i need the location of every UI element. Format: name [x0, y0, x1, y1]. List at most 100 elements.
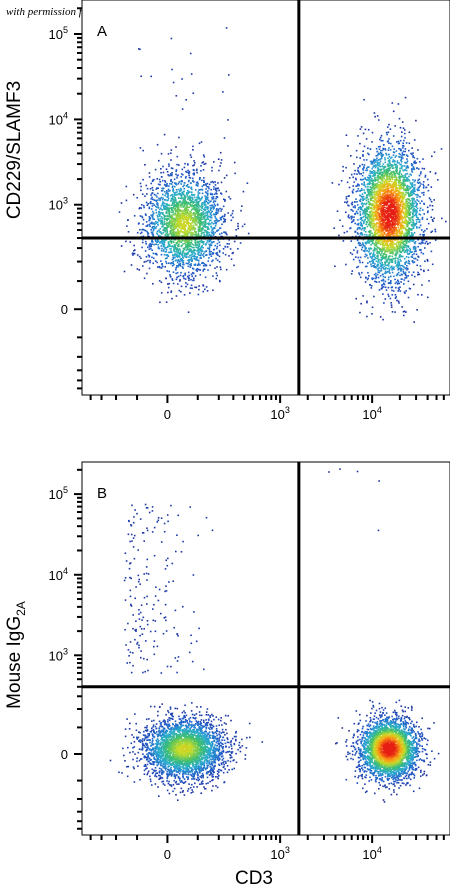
event-dot — [395, 176, 398, 179]
event-dot — [164, 230, 167, 232]
event-dot — [441, 217, 443, 220]
event-dot — [195, 218, 198, 220]
event-dot — [405, 198, 407, 201]
event-dot — [361, 174, 364, 177]
event-dot — [394, 259, 397, 262]
event-dot — [191, 208, 194, 210]
event-dot — [229, 248, 232, 250]
event-dot — [397, 280, 400, 283]
event-dot — [410, 183, 412, 185]
event-dot — [419, 207, 422, 210]
event-dot — [195, 169, 198, 172]
event-dot — [228, 74, 230, 76]
event-dot — [367, 190, 369, 193]
event-dot — [181, 218, 184, 221]
event-dot — [217, 187, 219, 189]
event-dot — [372, 181, 374, 184]
event-dot — [184, 211, 187, 214]
event-dot — [211, 260, 213, 263]
event-dot — [375, 185, 377, 188]
event-dot — [398, 117, 401, 120]
event-dot — [420, 183, 422, 185]
event-dot — [172, 241, 175, 244]
event-dot — [370, 203, 373, 205]
event-dot — [369, 234, 371, 237]
event-dot — [206, 233, 208, 236]
event-dot — [204, 215, 206, 218]
event-dot — [161, 242, 163, 245]
event-dot — [179, 262, 182, 265]
event-dot — [422, 187, 425, 189]
event-dot — [370, 230, 372, 232]
event-dot — [177, 174, 179, 176]
event-dot — [397, 140, 400, 143]
event-dot — [412, 166, 415, 168]
event-dot — [414, 241, 417, 243]
event-dot — [401, 231, 404, 234]
event-dot — [200, 229, 203, 232]
event-dot — [157, 216, 159, 218]
event-dot — [405, 207, 408, 210]
event-dot — [180, 206, 182, 208]
event-dot — [213, 241, 215, 243]
event-dot — [377, 240, 379, 243]
event-dot — [373, 204, 375, 207]
event-dot — [363, 227, 365, 229]
event-dot — [404, 226, 406, 229]
event-dot — [207, 260, 210, 262]
event-dot — [356, 201, 358, 203]
event-dot — [359, 210, 361, 213]
event-dot — [376, 161, 378, 163]
event-dot — [157, 192, 159, 195]
event-dot — [195, 220, 198, 223]
event-dot — [354, 201, 356, 203]
event-dot — [190, 284, 193, 287]
event-dot — [371, 210, 374, 213]
event-dot — [369, 188, 372, 191]
event-dot — [177, 205, 180, 207]
event-dot — [194, 216, 196, 219]
event-dot — [382, 144, 385, 146]
event-dot — [361, 195, 363, 198]
event-dot — [416, 167, 418, 170]
event-dot — [198, 288, 200, 291]
event-dot — [209, 239, 212, 241]
event-dot — [407, 191, 410, 194]
event-dot — [201, 205, 204, 208]
event-dot — [394, 260, 397, 263]
event-dot — [400, 281, 402, 283]
event-dot — [218, 255, 221, 258]
event-dot — [363, 189, 365, 191]
event-dot — [195, 224, 197, 226]
event-dot — [377, 271, 380, 274]
event-dot — [353, 163, 355, 165]
event-dot — [158, 159, 160, 162]
event-dot — [160, 152, 163, 155]
event-dot — [355, 178, 357, 181]
event-dot — [356, 212, 359, 214]
event-dot — [370, 252, 372, 254]
event-dot — [168, 215, 171, 217]
event-dot — [193, 201, 195, 203]
event-dot — [369, 195, 371, 197]
event-dot — [203, 204, 206, 207]
event-dot — [206, 198, 208, 200]
event-dot — [396, 283, 399, 285]
event-dot — [424, 242, 426, 245]
event-dot — [353, 216, 355, 218]
event-dot — [418, 189, 420, 191]
event-dot — [217, 229, 220, 231]
event-dot — [192, 246, 194, 249]
event-dot — [374, 263, 376, 265]
event-dot — [368, 260, 371, 263]
event-dot — [166, 192, 168, 195]
event-dot — [364, 186, 367, 188]
event-dot — [385, 174, 387, 176]
event-dot — [183, 184, 185, 186]
event-dot — [179, 216, 182, 218]
event-dot — [419, 161, 421, 163]
event-dot — [373, 266, 375, 268]
event-dot — [362, 295, 364, 297]
event-dot — [375, 178, 377, 181]
event-dot — [190, 218, 192, 221]
